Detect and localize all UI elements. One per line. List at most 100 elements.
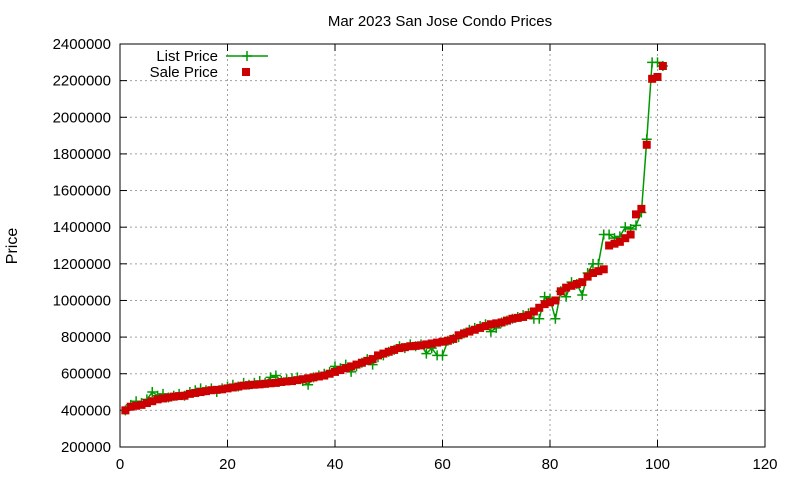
sale-price-point	[648, 74, 657, 83]
x-tick-label: 80	[542, 456, 559, 473]
legend-square-swatch	[242, 68, 250, 76]
sale-price-point	[562, 283, 571, 292]
sale-price-point	[212, 385, 221, 394]
gridlines	[120, 44, 765, 447]
list-price-point	[550, 313, 561, 324]
sale-price-point	[234, 382, 243, 391]
sale-price-point	[293, 376, 302, 385]
sale-price-point	[142, 399, 151, 408]
legend-label: Sale Price	[150, 64, 218, 81]
sale-price-point	[572, 279, 581, 288]
list-price-point	[604, 229, 615, 240]
sale-price-point	[492, 319, 501, 328]
sale-price-point	[352, 360, 361, 369]
y-tick-label: 2000000	[53, 109, 111, 126]
sale-price-point	[180, 391, 189, 400]
sale-price-point	[519, 312, 528, 321]
sale-price-point	[121, 406, 130, 415]
sale-price-point	[363, 356, 372, 365]
sale-price-point	[427, 339, 436, 348]
list-price-point	[577, 289, 588, 300]
plot-border	[119, 43, 766, 448]
sale-price-point	[589, 268, 597, 277]
sale-price-point	[642, 140, 651, 149]
sale-price-point	[594, 267, 603, 276]
legend-entry-sale-price: Sale Price	[150, 64, 250, 81]
sale-price-point	[261, 379, 270, 388]
list-price-point	[147, 387, 158, 398]
list-price-point	[437, 350, 448, 361]
sale-price-point	[524, 311, 533, 320]
sale-price-point	[379, 349, 388, 358]
y-tick-label: 200000	[61, 439, 111, 456]
sale-price-point	[164, 393, 173, 402]
list-price-point	[620, 222, 631, 233]
sale-price-point	[556, 287, 565, 296]
sale-price-point	[481, 322, 490, 331]
sale-price-point	[245, 381, 253, 390]
sale-price-point	[250, 380, 259, 389]
sale-price-point	[298, 375, 307, 384]
list-price-point	[561, 291, 572, 302]
sale-price-point	[175, 392, 184, 401]
sale-price-point	[551, 296, 560, 305]
sale-price-point	[546, 298, 554, 307]
sale-price-point	[486, 320, 495, 329]
plot-area	[120, 57, 668, 416]
sale-price-point	[508, 314, 517, 323]
sale-price-point	[637, 204, 646, 213]
sale-price-point	[449, 334, 458, 343]
sale-price-point	[148, 397, 157, 406]
y-tick-label: 2400000	[53, 36, 111, 53]
sale-price-point	[132, 401, 141, 410]
y-tick-label: 1600000	[53, 183, 111, 200]
sale-price-point	[411, 341, 420, 350]
sale-price-point	[314, 372, 323, 381]
sale-price-point	[615, 237, 624, 246]
x-tick-label: 0	[116, 456, 124, 473]
sale-price-point	[653, 72, 662, 81]
sale-price-point	[605, 241, 614, 250]
sale-price-point	[460, 329, 468, 338]
x-tick-label: 120	[752, 456, 777, 473]
sale-price-point	[288, 377, 296, 386]
sale-price-point	[658, 61, 667, 70]
sale-price-point	[390, 345, 399, 354]
sale-price-point	[169, 392, 178, 401]
sale-price-point	[357, 358, 366, 367]
sale-price-point	[529, 307, 538, 316]
sale-price-point	[626, 230, 635, 239]
sale-price-point	[207, 386, 216, 395]
sale-price-point	[433, 338, 442, 347]
sale-price-point	[228, 383, 237, 392]
sale-price-point	[271, 378, 280, 387]
sale-price-point	[567, 281, 576, 290]
sale-price-point	[277, 377, 286, 386]
list-price-point	[534, 313, 545, 324]
list-price-line	[124, 61, 664, 411]
sale-price-point	[368, 355, 377, 364]
sale-price-point	[497, 318, 506, 327]
y-axis-label: Price	[4, 228, 21, 265]
y-tick-label: 800000	[61, 329, 111, 346]
x-tick-label: 100	[645, 456, 670, 473]
y-tick-label: 1000000	[53, 292, 111, 309]
sale-price-point	[583, 272, 592, 281]
chart-title: Mar 2023 San Jose Condo Prices	[328, 13, 552, 30]
sale-price-point	[578, 278, 587, 287]
sale-price-point	[503, 316, 511, 325]
sale-price-point	[513, 313, 522, 322]
list-price-point	[631, 220, 641, 231]
sale-price-point	[153, 395, 162, 404]
sale-price-point	[331, 367, 339, 376]
sale-price-point	[341, 364, 350, 373]
sale-price-point	[610, 239, 619, 248]
sale-price-point	[325, 369, 334, 378]
sale-price-point	[384, 347, 393, 356]
sale-price-point	[218, 385, 227, 394]
list-price-point	[421, 348, 432, 359]
sale-price-point	[239, 381, 248, 390]
legend-entry-list-price: List Price	[156, 48, 268, 65]
sale-price-point	[374, 351, 382, 360]
